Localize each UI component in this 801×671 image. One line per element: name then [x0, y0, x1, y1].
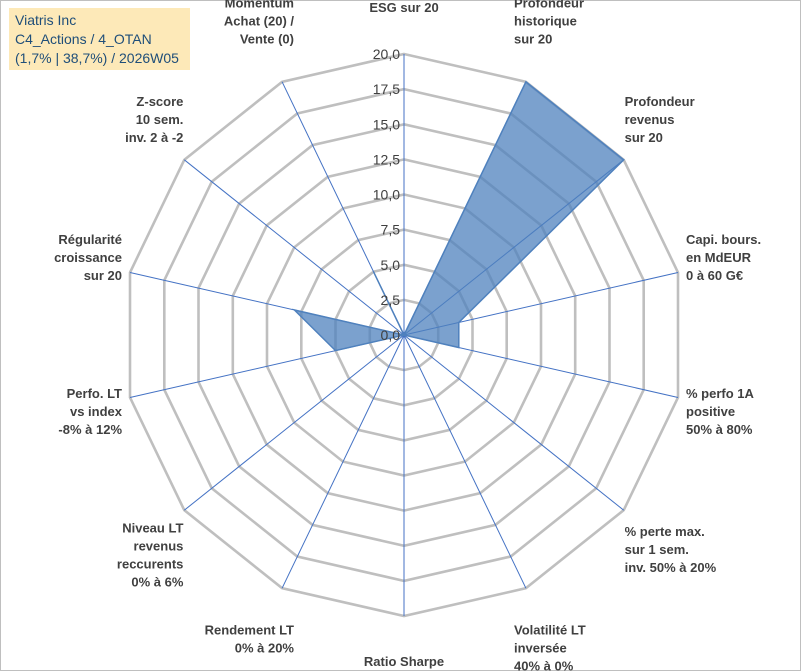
weights-week: (1,7% | 38,7%) / 2026W05 [15, 50, 179, 66]
axis-label: Rendement LT 0% à 20% [205, 623, 295, 656]
company-name: Viatris Inc [15, 12, 77, 28]
axis-label: Profondeur revenus sur 20 [625, 94, 695, 145]
chart-title-box: Viatris Inc C4_Actions / 4_OTAN (1,7% | … [9, 8, 190, 70]
tick-label: 12,5 [373, 151, 400, 167]
axis-spoke [183, 334, 405, 511]
axis-label: Volatilité LT inversée 40% à 0% [514, 623, 586, 671]
portfolio-name: C4_Actions / 4_OTAN [15, 31, 152, 47]
axis-label: Niveau LT revenus reccurents 0% à 6% [117, 521, 184, 590]
axis-label: NoteESG sur 20 [369, 0, 438, 15]
tick-label: 5,0 [381, 257, 401, 273]
axis-label: Profondeur historique sur 20 [514, 0, 584, 47]
axis-label: Z-score 10 sem. inv. 2 à -2 [125, 94, 183, 145]
axis-label: Perfo. LT vs index -8% à 12% [58, 386, 122, 437]
axis-label: % perte max. sur 1 sem. inv. 50% à 20% [625, 524, 717, 575]
tick-label: 15,0 [373, 116, 400, 132]
data-series-area [291, 80, 625, 352]
tick-label: 17,5 [373, 81, 400, 97]
axis-label: Capi. bours. en MdEUR 0 à 60 G€ [686, 232, 761, 283]
tick-label: 0,0 [381, 327, 401, 343]
axis-spoke [403, 334, 625, 511]
axis-label: % perfo 1A positive 50% à 80% [686, 386, 755, 437]
tick-label: 20,0 [373, 46, 400, 62]
axis-label: Régularité croissance sur 20 [54, 232, 122, 283]
tick-label: 7,5 [381, 222, 401, 238]
axis-label: Ratio Sharpe0 à 1 [364, 654, 444, 671]
tick-label: 10,0 [373, 187, 400, 203]
tick-label: 2,5 [381, 292, 401, 308]
axis-spoke [183, 159, 405, 336]
axis-spoke [403, 334, 527, 589]
axis-spoke [281, 334, 405, 589]
axis-label: Momentum Achat (20) / Vente (0) [224, 0, 294, 47]
